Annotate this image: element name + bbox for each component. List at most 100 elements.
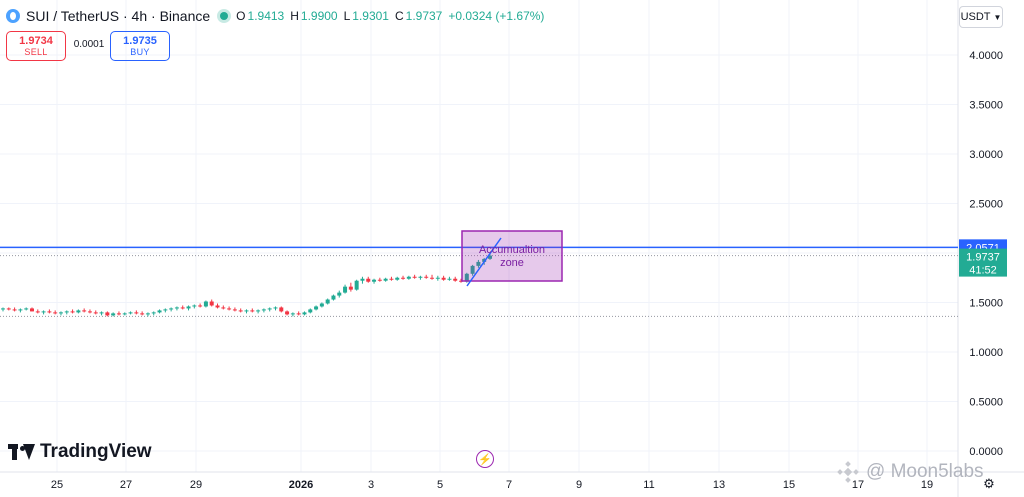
candle-body [250,310,255,312]
y-tick-label: 3.0000 [969,149,1003,161]
candle-body [319,303,324,307]
candle-body [279,307,284,312]
x-tick-label: 15 [783,479,795,491]
gear-icon[interactable]: ⚙ [983,476,995,491]
x-tick-label: 2026 [289,479,313,491]
candle-body [53,312,58,314]
lightning-icon[interactable]: ⚡ [476,450,494,468]
candle-body [174,307,179,309]
buy-price: 1.9735 [123,34,157,47]
currency-label: USDT [960,11,991,23]
candle-body [215,305,220,308]
candle-body [308,309,313,313]
candle-body [76,310,81,313]
candle-body [401,277,406,279]
candle-body [82,310,87,312]
ohlc-change: +0.0324 (+1.67%) [448,9,545,23]
candle-body [35,311,40,313]
candle-body [459,280,464,282]
candle-body [70,311,75,313]
candle-body [267,308,272,310]
candle-body [372,279,377,282]
candle-body [348,286,353,290]
candle-body [464,273,469,282]
candle-body [389,278,394,280]
candle-body [441,277,446,280]
candle-body [383,278,388,281]
candle-body [29,308,34,312]
x-tick-label: 19 [921,479,933,491]
candle-body [122,313,127,315]
candle-body [18,309,23,311]
brand-name: TradingView [40,441,152,462]
ohlc-open: O 1.9413 [236,9,285,23]
chevron-down-icon: ▼ [993,12,1002,22]
candle-body [343,286,348,293]
candle-body [41,311,46,313]
candle-body [395,277,400,280]
candle-body [64,311,69,313]
candle-body [366,278,371,282]
x-tick-label: 27 [120,479,132,491]
y-tick-label: 2.5000 [969,199,1003,211]
binance-square-icon [837,461,859,483]
tradingview-logo: TradingView [8,441,152,463]
candle-body [24,308,29,310]
candle-body [476,261,481,266]
candle-body [435,277,440,279]
y-tick-label: 3.5000 [969,100,1003,112]
x-tick-label: 5 [437,479,443,491]
candle-body [232,309,237,311]
y-tick-label: 4.0000 [969,50,1003,62]
currency-selector[interactable]: USDT ▼ [959,6,1003,28]
candle-body [128,312,133,314]
candle-body [273,307,278,309]
candle-body [256,310,261,312]
candle-body [203,301,208,307]
x-tick-label: 11 [643,479,654,491]
sui-logo-icon [6,9,20,23]
candle-body [290,313,295,315]
candle-body [140,313,145,315]
sell-button[interactable]: 1.9734 SELL [6,31,66,61]
x-tick-label: 29 [190,479,202,491]
x-tick-label: 7 [506,479,512,491]
candle-body [58,312,63,314]
candle-body [186,306,191,309]
candle-body [1,308,5,310]
candle-body [360,278,365,281]
symbol-title[interactable]: SUI / TetherUS · 4h · Binance [26,8,211,24]
candle-body [47,311,52,313]
candle-body [145,313,150,315]
accumulation-zone-box [461,230,563,282]
candle-body [116,313,121,315]
candle-body [134,312,139,314]
candle-body [93,312,98,314]
candle-body [418,276,423,278]
candle-body [377,279,382,281]
candle-body [331,295,336,300]
market-open-status-icon [220,12,229,20]
x-tick-label: 13 [713,479,725,491]
candle-body [285,311,290,315]
candle-body [198,305,203,307]
last-price-label: 1.9737 [966,252,1000,264]
candle-body [169,308,174,310]
watermark: @ Moon5labs [836,460,984,484]
candle-body [354,280,359,290]
candle-body [105,312,110,316]
candle-body [221,307,226,309]
candle-body [111,313,116,316]
candle-body [296,313,301,315]
candle-body [227,308,232,310]
sell-price: 1.9734 [19,34,53,47]
x-tick-label: 3 [368,479,374,491]
bar-countdown-label: 41:52 [969,265,997,277]
candle-body [488,255,492,259]
buy-button[interactable]: 1.9735 BUY [110,31,170,61]
candle-body [424,276,429,278]
y-tick-label: 0.5000 [969,397,1003,409]
x-tick-label: 25 [51,479,63,491]
candle-body [412,276,417,278]
